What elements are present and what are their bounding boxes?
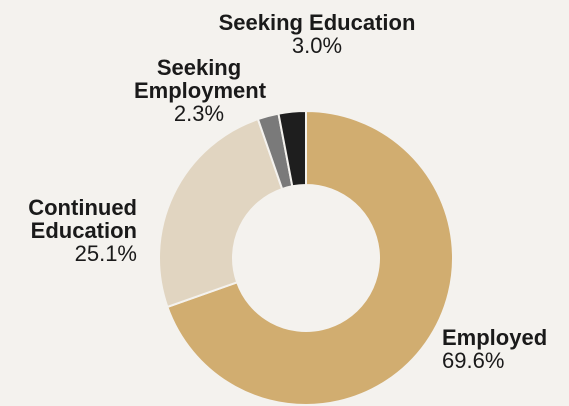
slice-employed bbox=[166, 109, 454, 406]
slice-label-continued-education: Continued Education 25.1% bbox=[28, 196, 137, 265]
slice-name-line: Employed bbox=[442, 325, 548, 350]
slice-label-employed: Employed 69.6% bbox=[442, 326, 547, 372]
slice-name-line: Employment bbox=[134, 78, 267, 104]
slice-percent: 3.0% bbox=[291, 33, 343, 59]
slice-percent: 69.6% bbox=[442, 348, 505, 374]
slice-name-line: Seeking Education bbox=[218, 10, 416, 35]
slice-name-line: Education bbox=[30, 218, 137, 244]
slice-percent: 2.3% bbox=[173, 101, 225, 127]
slice-seeking-education bbox=[277, 109, 307, 188]
slice-percent: 25.1% bbox=[74, 241, 137, 267]
slice-name-line: Continued bbox=[28, 195, 137, 220]
slice-name-line: Seeking bbox=[156, 55, 242, 80]
slice-label-seeking-employment: Seeking Employment 2.3% bbox=[134, 55, 267, 127]
slice-continued-education bbox=[158, 117, 284, 309]
slice-label-seeking-education: Seeking Education 3.0% bbox=[196, 11, 438, 57]
